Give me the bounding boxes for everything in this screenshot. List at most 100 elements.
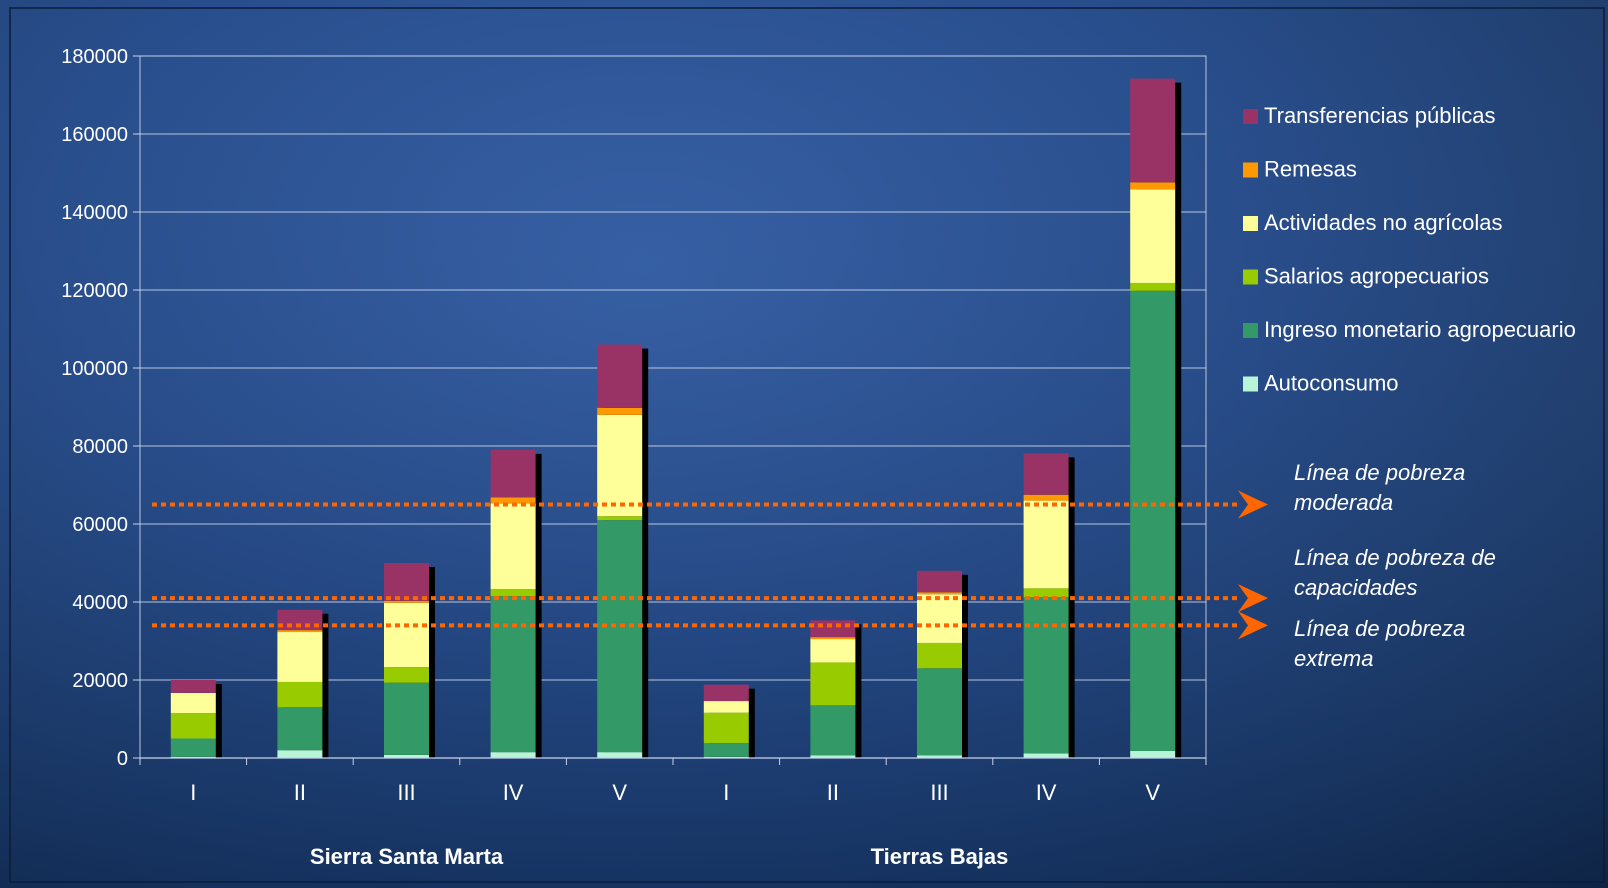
y-tick-label: 40000 (72, 592, 128, 614)
bar-segment (1130, 750, 1176, 758)
bar-segment (490, 589, 536, 597)
legend-swatch (1243, 216, 1258, 231)
x-tick-label: I (190, 780, 196, 805)
bar-segment (703, 712, 749, 744)
legend-label: Salarios agropecuarios (1264, 264, 1489, 289)
bar-segment (810, 637, 856, 640)
bar-segment (810, 639, 856, 663)
y-tick-label: 80000 (72, 436, 128, 458)
bar-segment (277, 681, 323, 708)
x-tick-label: I (723, 780, 729, 805)
y-tick-label: 0 (117, 748, 128, 770)
bar-segment (1023, 494, 1069, 501)
bar-segment (597, 516, 643, 521)
bar-segment (170, 692, 216, 714)
bar-segment (1130, 182, 1176, 190)
legend-swatch (1243, 269, 1258, 285)
bar-segment (703, 743, 749, 757)
bar-segment (384, 667, 429, 683)
reference-line-label: extrema (1294, 646, 1373, 671)
bar-segment (490, 503, 536, 590)
y-tick-label: 180000 (61, 46, 128, 68)
bar-segment (170, 713, 216, 739)
group-label: Tierras Bajas (871, 844, 1009, 869)
bar-segment (277, 707, 323, 751)
x-tick-label: IV (503, 780, 524, 805)
legend-label: Ingreso monetario agropecuario (1264, 317, 1576, 342)
bar-segment (917, 570, 962, 593)
group-label: Sierra Santa Marta (310, 844, 504, 869)
legend-swatch (1243, 162, 1258, 178)
bar-segment (703, 701, 749, 713)
bar-segment (490, 752, 536, 758)
x-tick-label: V (612, 780, 627, 805)
bar-segment (384, 600, 429, 603)
x-tick-label: V (1145, 780, 1160, 805)
x-tick-label: III (930, 780, 948, 805)
bar-segment (384, 563, 429, 601)
bar-segment (490, 497, 536, 504)
chart-frame (9, 7, 1605, 883)
reference-line-label: Línea de pobreza (1294, 460, 1465, 485)
bar-segment (1130, 78, 1176, 183)
legend-swatch (1243, 323, 1258, 338)
bar-segment (384, 682, 429, 755)
bar-segment (703, 684, 749, 702)
bar-segment (1023, 753, 1069, 758)
arrow-right-icon (1238, 611, 1268, 640)
reference-lines: Línea de pobreza moderada Línea de pobreza… (152, 460, 1496, 671)
y-tick-label: 140000 (61, 202, 128, 224)
bars (170, 78, 1182, 759)
legend-label: Autoconsumo (1264, 371, 1399, 396)
legend-label: Remesas (1264, 157, 1357, 182)
legend: Transferencias públicas Remesas Actividade… (1243, 103, 1576, 396)
x-tick-label: II (294, 780, 306, 805)
bar-segment (917, 668, 962, 756)
y-tick-label: 60000 (72, 514, 128, 536)
bar-segment (810, 662, 856, 706)
x-tick-label: III (397, 780, 415, 805)
legend-label: Transferencias públicas (1264, 103, 1496, 128)
bar-segment (597, 520, 643, 753)
bar-segment (597, 344, 643, 408)
reference-line-label: Línea de pobreza de (1294, 545, 1496, 570)
y-tick-label: 160000 (61, 124, 128, 146)
bar-segment (810, 755, 856, 758)
y-tick-label: 20000 (72, 670, 128, 692)
x-tick-label: IV (1036, 780, 1057, 805)
bar-segment (384, 602, 429, 668)
bar-segment (917, 755, 962, 758)
y-tick-label: 100000 (61, 358, 128, 380)
bar-segment (810, 705, 856, 756)
bar-segment (917, 642, 962, 669)
bar-segment (1023, 588, 1069, 598)
legend-swatch (1243, 376, 1258, 392)
arrow-right-icon (1238, 490, 1268, 519)
axes: 0 20000 40000 60000 80000 100000 120000 140000 1… (61, 46, 1207, 869)
reference-line-label: Línea de pobreza (1294, 616, 1465, 641)
bar-segment (917, 594, 962, 643)
bar-segment (810, 620, 856, 638)
reference-line-label: capacidades (1294, 575, 1418, 600)
bar-segment (1130, 189, 1176, 283)
bar-segment (1023, 597, 1069, 754)
bar-segment (490, 596, 536, 753)
bar-segment (597, 407, 643, 415)
bar-segment (1023, 453, 1069, 495)
bar-segment (1130, 282, 1176, 291)
bar-segment (597, 414, 643, 517)
legend-swatch (1243, 109, 1258, 124)
reference-line-label: moderada (1294, 490, 1393, 515)
legend-label: Actividades no agrícolas (1264, 210, 1502, 235)
bar-segment (917, 592, 962, 595)
bar-segment (597, 752, 643, 758)
bar-segment (277, 632, 323, 682)
bar-segment (384, 754, 429, 758)
bar-segment (1130, 290, 1176, 751)
bar-segment (1023, 500, 1069, 589)
bar-segment (170, 738, 216, 757)
bar-segment (170, 680, 216, 693)
arrow-right-icon (1238, 584, 1268, 613)
